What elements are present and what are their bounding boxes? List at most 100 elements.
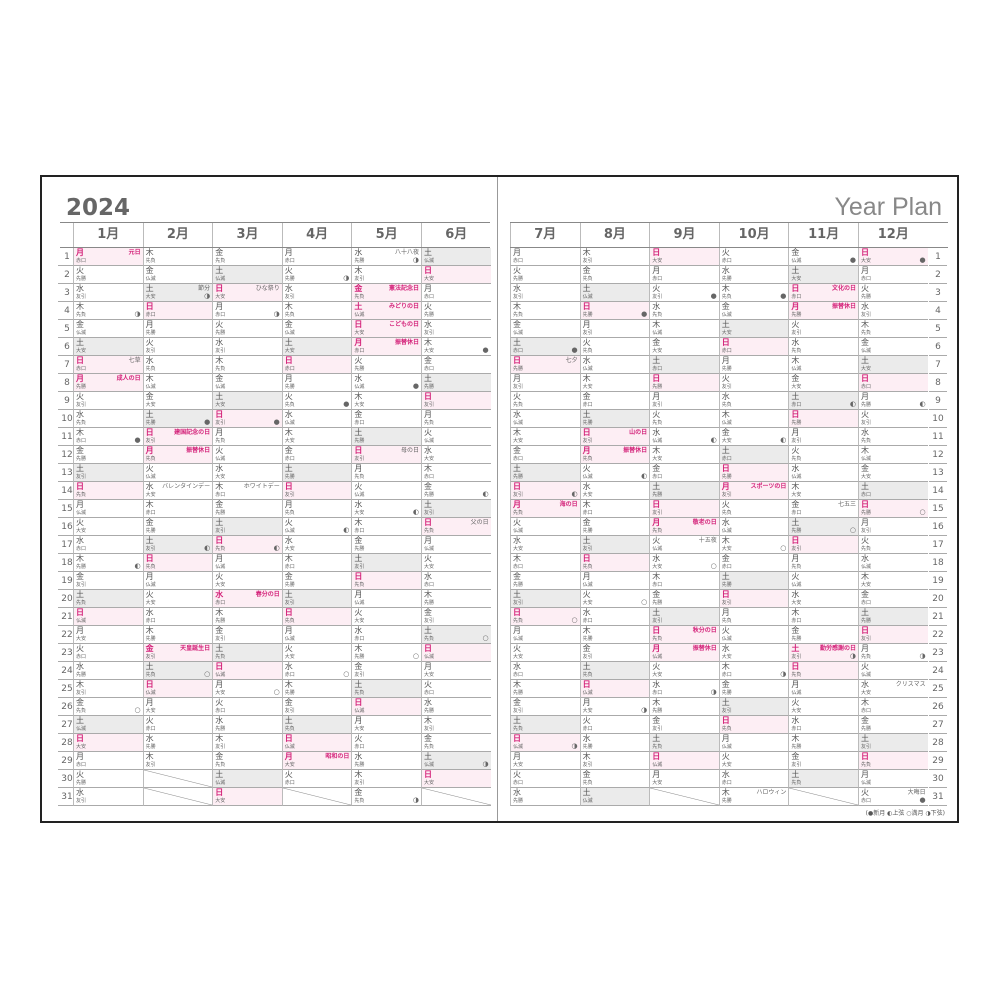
day-cell[interactable]: 月仏滅 (281, 626, 352, 644)
day-cell[interactable]: 土友引 勤労感謝の日 ◑ (788, 644, 858, 662)
day-cell[interactable]: 金先勝 (510, 572, 580, 590)
day-cell[interactable]: 木先負 ● (718, 284, 789, 302)
day-cell[interactable]: 火赤口 (281, 770, 352, 788)
day-cell[interactable]: 土先負 ○ (421, 626, 491, 644)
day-cell[interactable]: 金仏滅 (858, 338, 928, 356)
day-cell[interactable]: 金先勝 (351, 536, 421, 554)
day-cell[interactable]: 土先勝 (510, 464, 580, 482)
day-cell[interactable]: 日友引 (718, 590, 789, 608)
day-cell[interactable]: 火赤口 (212, 698, 282, 716)
day-cell[interactable]: 土友引 (649, 608, 719, 626)
day-cell[interactable]: 金赤口 (281, 446, 352, 464)
day-cell[interactable]: 木大安 ● (421, 338, 491, 356)
day-cell[interactable]: 金先勝 (718, 680, 789, 698)
day-cell[interactable]: 土先負 (212, 644, 282, 662)
day-cell[interactable]: 火友引 (788, 320, 858, 338)
day-cell[interactable]: 土先勝 ○ (788, 518, 858, 536)
day-cell[interactable]: 土先勝 (649, 482, 719, 500)
day-cell[interactable]: 月先負 (421, 410, 491, 428)
day-cell[interactable]: 日先負 (73, 482, 143, 500)
day-cell[interactable]: 木友引 (212, 734, 282, 752)
day-cell[interactable]: 水先勝 (421, 698, 491, 716)
day-cell[interactable]: 土先勝 (858, 608, 928, 626)
day-cell[interactable]: 日仏滅 (212, 662, 282, 680)
day-cell[interactable]: 火先勝 (858, 284, 928, 302)
day-cell[interactable]: 火先負 (649, 410, 719, 428)
day-cell[interactable]: 日赤口 (718, 338, 789, 356)
day-cell[interactable]: 水赤口 ○ (281, 662, 352, 680)
day-cell[interactable]: 金先勝 (858, 716, 928, 734)
day-cell[interactable]: 土先負 (649, 734, 719, 752)
day-cell[interactable]: 火友引 (718, 374, 789, 392)
day-cell[interactable]: 土先勝 (281, 464, 352, 482)
day-cell[interactable]: 日大安 こどもの日 (351, 320, 421, 338)
day-cell[interactable]: 月赤口 ◑ (212, 302, 282, 320)
day-cell[interactable]: 木大安 (858, 572, 928, 590)
day-cell[interactable]: 火大安 (212, 572, 282, 590)
day-cell[interactable]: 土先勝 (421, 374, 491, 392)
day-cell[interactable]: 土大安 (858, 356, 928, 374)
day-cell[interactable]: 土赤口 (718, 446, 789, 464)
day-cell[interactable]: 火赤口 (718, 248, 789, 266)
day-cell[interactable]: 日先勝 ○ (858, 500, 928, 518)
day-cell[interactable]: 火大安 (649, 662, 719, 680)
day-cell[interactable]: 水先勝 (142, 734, 213, 752)
day-cell[interactable]: 火赤口 (142, 716, 213, 734)
day-cell[interactable]: 水大安 (212, 464, 282, 482)
day-cell[interactable]: 水仏滅 (579, 356, 650, 374)
day-cell[interactable]: 木友引 (351, 266, 421, 284)
day-cell[interactable]: 木先勝 (788, 734, 858, 752)
day-cell[interactable]: 月先負 (788, 554, 858, 572)
day-cell[interactable]: 金先勝 (649, 590, 719, 608)
day-cell[interactable]: 金友引 天皇誕生日 (142, 644, 213, 662)
day-cell[interactable]: 火仏滅 ◐ (281, 518, 352, 536)
day-cell[interactable]: 水仏滅 (510, 410, 580, 428)
day-cell[interactable]: 水赤口 (579, 608, 650, 626)
day-cell[interactable]: 日仏滅 (281, 734, 352, 752)
day-cell[interactable]: 火大安 (788, 698, 858, 716)
day-cell[interactable]: 水友引 (858, 302, 928, 320)
day-cell[interactable]: 木仏滅 (788, 356, 858, 374)
day-cell[interactable]: 日友引 ● (212, 410, 282, 428)
day-cell[interactable]: 木先勝 (142, 626, 213, 644)
day-cell[interactable]: 木仏滅 (858, 446, 928, 464)
day-cell[interactable]: 日先負 (788, 662, 858, 680)
day-cell[interactable]: 水大安 (579, 482, 650, 500)
day-cell[interactable]: 月仏滅 (858, 770, 928, 788)
day-cell[interactable]: 水先勝 (351, 752, 421, 770)
day-cell[interactable]: 日先勝 ● (579, 302, 650, 320)
day-cell[interactable]: 月大安 (649, 770, 719, 788)
day-cell[interactable]: 金仏滅 (212, 374, 282, 392)
day-cell[interactable]: 水仏滅 (788, 464, 858, 482)
day-cell[interactable]: 木大安 (788, 482, 858, 500)
day-cell[interactable]: 土仏滅 ◑ (421, 752, 491, 770)
day-cell[interactable]: 水先勝 (73, 662, 143, 680)
day-cell[interactable]: 土友引 (281, 590, 352, 608)
day-cell[interactable]: 木大安 (649, 446, 719, 464)
day-cell[interactable]: 木友引 (579, 248, 650, 266)
day-cell[interactable]: 日友引 (281, 482, 352, 500)
day-cell[interactable]: 金仏滅 (510, 320, 580, 338)
day-cell[interactable]: 火大安 (351, 608, 421, 626)
day-cell[interactable]: 金先勝 (281, 572, 352, 590)
day-cell[interactable]: 水赤口 (351, 626, 421, 644)
day-cell[interactable]: 日赤口 七草 (73, 356, 143, 374)
day-cell[interactable]: 月大安 (510, 752, 580, 770)
day-cell[interactable]: 土大安 (212, 392, 282, 410)
day-cell[interactable]: 金赤口 (718, 554, 789, 572)
day-cell[interactable]: 日大安 ● (858, 248, 928, 266)
day-cell[interactable]: 土仏滅 (212, 770, 282, 788)
day-cell[interactable]: 土先負 (788, 770, 858, 788)
day-cell[interactable]: 木赤口 (579, 500, 650, 518)
day-cell[interactable]: 土大安 (281, 338, 352, 356)
day-cell[interactable]: 月赤口 (281, 248, 352, 266)
day-cell[interactable]: 土仏滅 (421, 248, 491, 266)
day-cell[interactable]: 月先勝 振替休日 (788, 302, 858, 320)
day-cell[interactable]: 水先負 (73, 410, 143, 428)
day-cell[interactable]: 水大安 (421, 446, 491, 464)
day-cell[interactable]: 火仏滅 (718, 626, 789, 644)
day-cell[interactable]: 日友引 ◐ (510, 482, 580, 500)
day-cell[interactable]: 日友引 山の日 (579, 428, 650, 446)
day-cell[interactable]: 火大安 ○ (579, 590, 650, 608)
day-cell[interactable]: 木仏滅 (142, 374, 213, 392)
